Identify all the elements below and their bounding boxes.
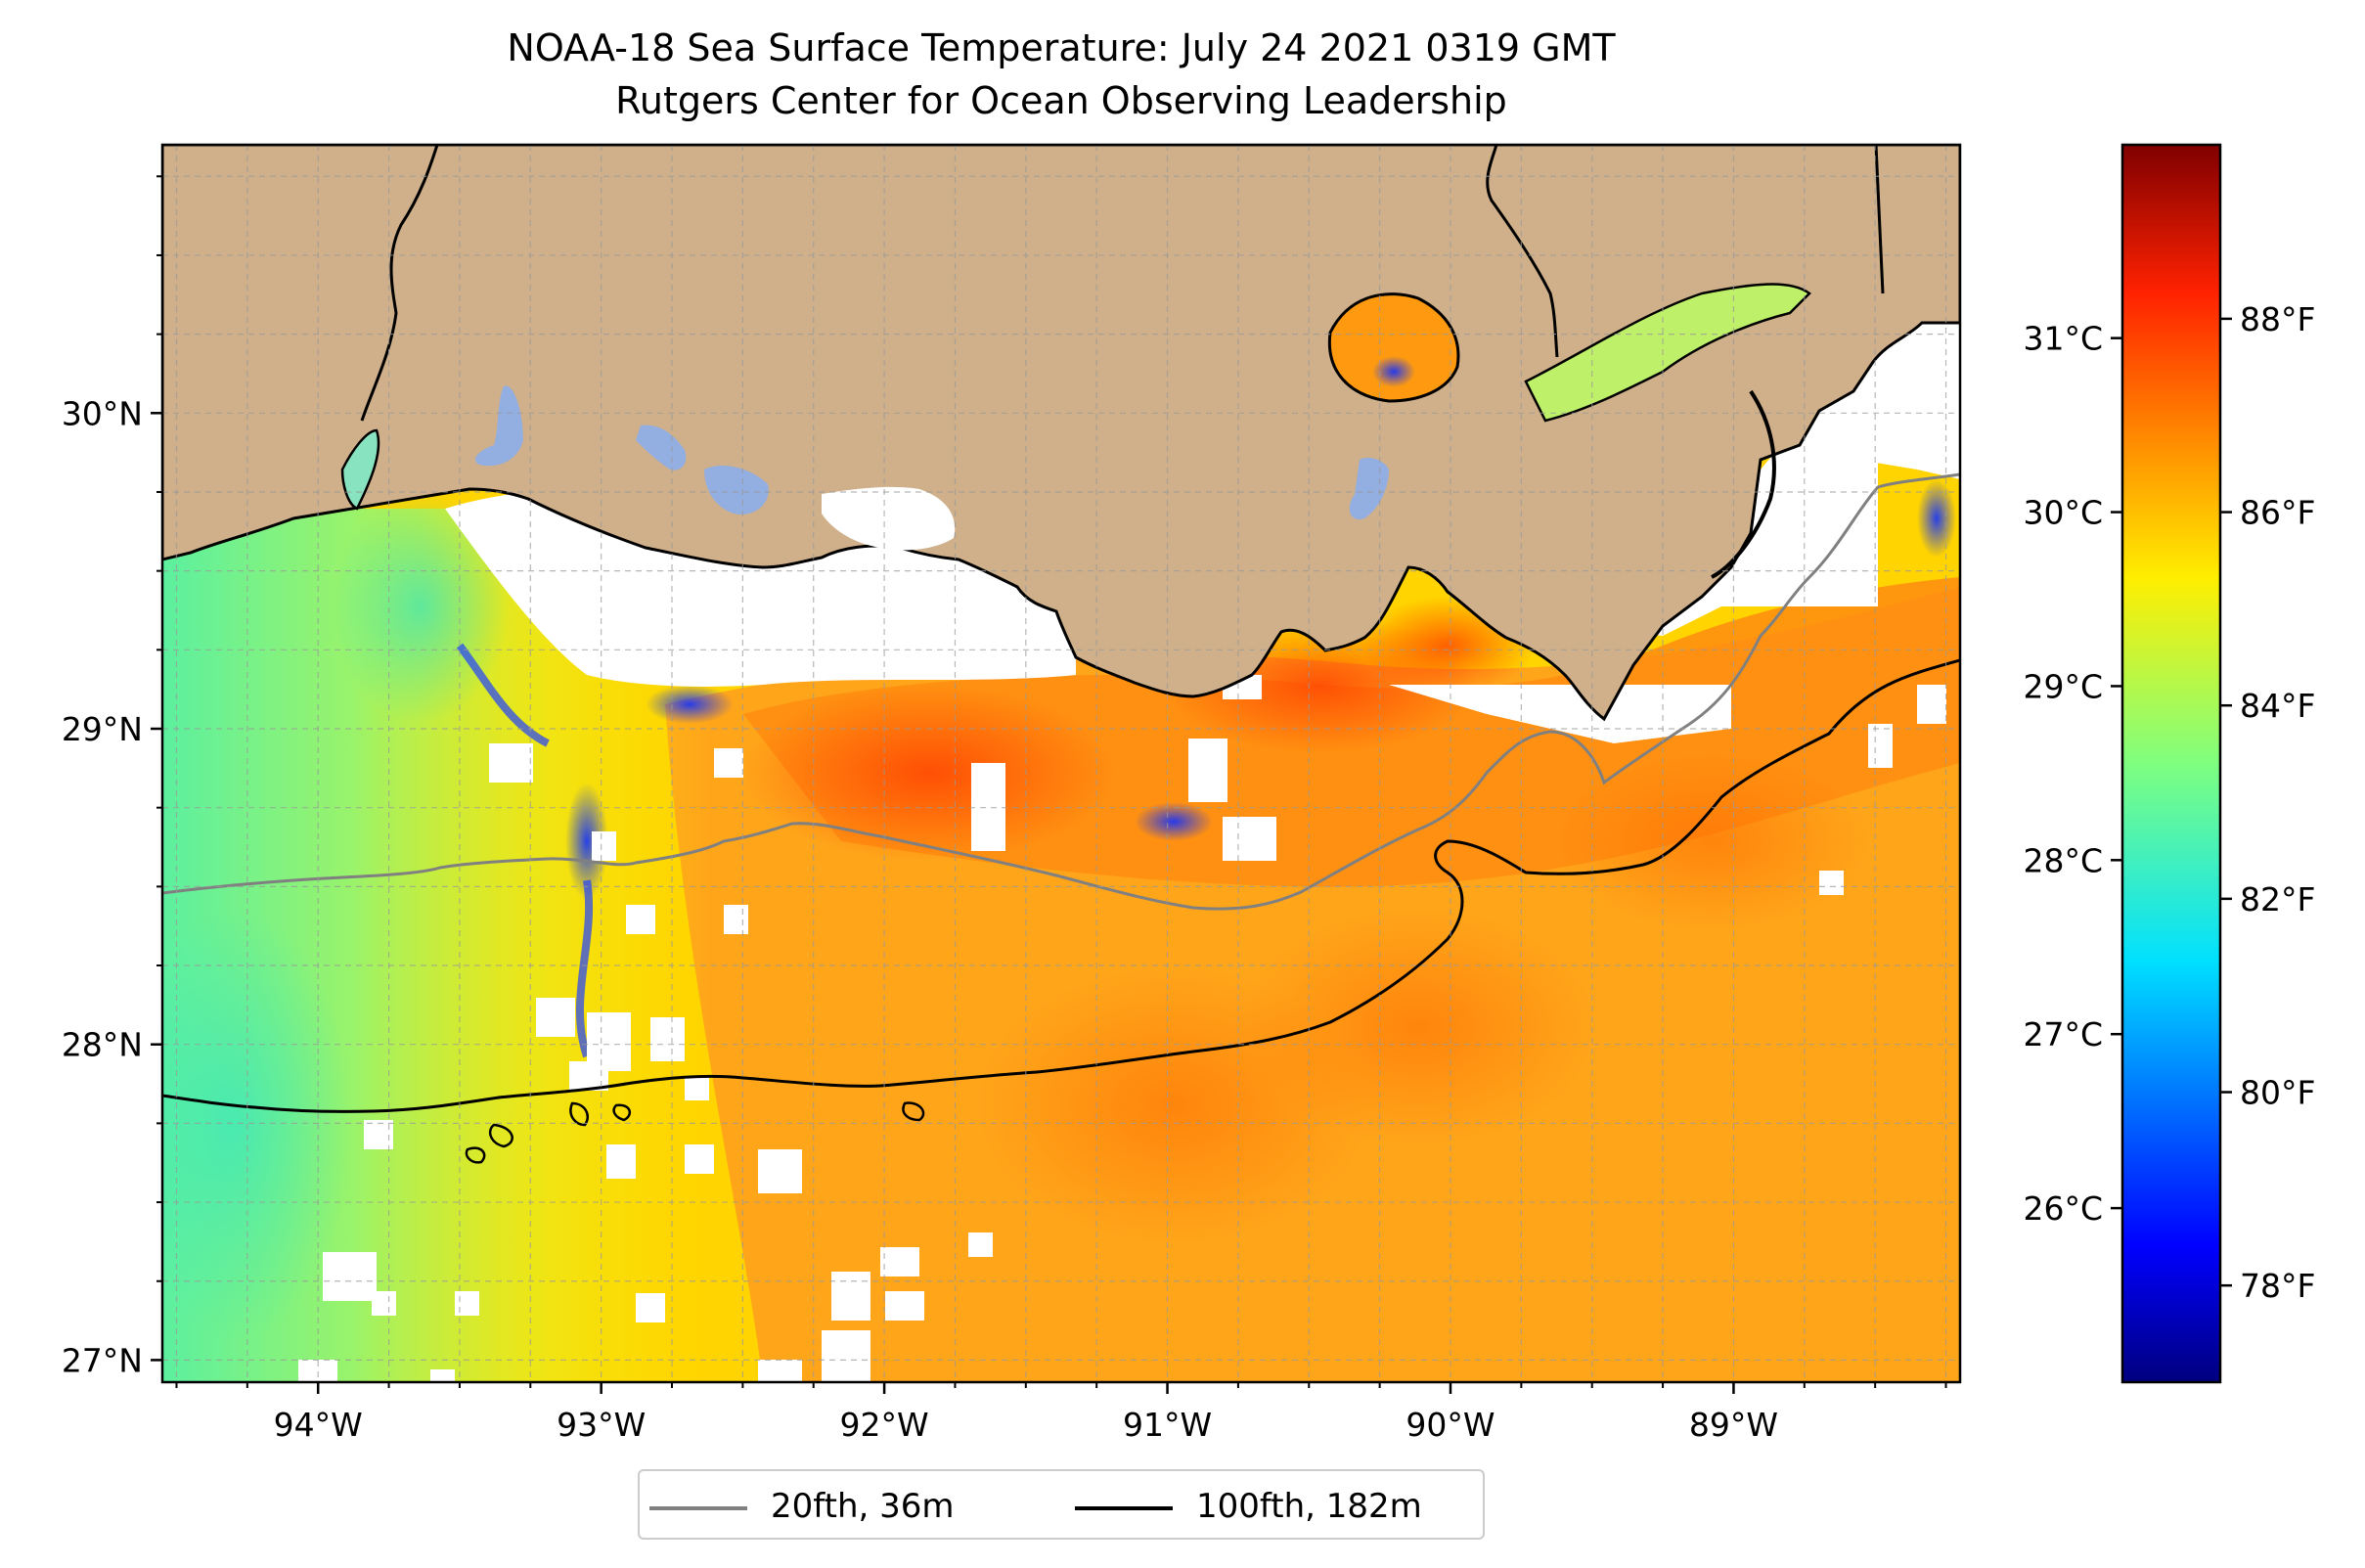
map-subtitle: Rutgers Center for Ocean Observing Leade… [615,79,1507,122]
colorbar-f-label: 86°F [2240,494,2315,532]
lat-tick-label: 27°N [62,1341,143,1379]
lon-tick-label: 94°W [274,1406,363,1444]
cloud-patch [592,831,616,861]
cloud-patch [1917,685,1946,724]
hot-spot [743,685,1115,861]
lat-tick-label: 29°N [62,710,143,748]
map-title: NOAA-18 Sea Surface Temperature: July 24… [507,26,1616,69]
cloud-patch [1188,739,1227,802]
cloud-patch [430,1369,455,1382]
cloud-patch [714,748,743,778]
colorbar-c-label: 29°C [2023,667,2103,705]
colorbar-celsius-ticks: 26°C 27°C 28°C 29°C 30°C 31°C [2023,320,2122,1228]
cloud-patch [685,1144,714,1174]
cold-spot [1135,802,1213,841]
cloud-patch [685,1076,709,1100]
colorbar-c-label: 28°C [2023,841,2103,879]
colorbar-f-label: 80°F [2240,1074,2315,1112]
lake [1349,458,1389,519]
cloud-patch [831,1272,870,1321]
colorbar-f-label: 82°F [2240,880,2315,918]
state-boundary [1874,145,1885,294]
map-area [162,145,1960,1382]
lon-tick-label: 92°W [840,1406,929,1444]
longitude-axis: 94°W 93°W 92°W 91°W 90°W 89°W [175,1382,1947,1444]
map-frame [160,143,1962,1384]
legend: 20fth, 36m 100fth, 182m [638,1469,1485,1540]
legend-line-black [1075,1506,1173,1510]
colorbar-f-label: 78°F [2240,1267,2315,1305]
cloud-patch [636,1293,665,1322]
cloud-patch [372,1291,396,1316]
latitude-axis: 27°N 28°N 29°N 30°N [62,175,162,1379]
cloud-patch [298,1360,337,1382]
cloud-patch [606,1144,636,1179]
colorbar [2120,143,2222,1384]
lake-pontchartrain-sst [1327,292,1460,403]
land-mass [162,145,1960,722]
cloud-patch [626,905,655,934]
lake [474,385,523,467]
colorbar-f-label: 88°F [2240,300,2315,338]
lon-tick-label: 93°W [557,1406,646,1444]
cloud-patch [489,743,533,783]
legend-label: 100fth, 182m [1196,1487,1422,1526]
colorbar-c-label: 31°C [2023,320,2103,358]
lon-tick-label: 90°W [1406,1406,1495,1444]
cloud-mask [1389,685,1731,743]
chandeleur-islands [1711,389,1776,579]
cold-spot [646,685,734,724]
lon-tick-label: 91°W [1123,1406,1212,1444]
cloud-patch [650,1017,685,1061]
sabine-inlet [340,428,380,511]
cloud-patch [885,1291,924,1321]
cloud-patch [1223,817,1276,861]
cloud-patch [1868,724,1893,768]
cloud-patch [758,1149,802,1193]
cloud-patch [971,763,1005,851]
lat-tick-label: 30°N [62,394,143,432]
bank-contour [465,1101,925,1164]
colorbar-c-label: 30°C [2023,494,2103,532]
legend-label: 20fth, 36m [771,1487,955,1526]
cold-spot [565,783,608,900]
cloud-patch [455,1291,479,1316]
warm-spot [1555,753,1868,929]
state-boundary [360,145,439,422]
contour-100fth [162,658,1960,1113]
cold-spot [1917,479,1956,558]
cloud-patch [1819,871,1844,895]
cloud-patch [323,1252,377,1301]
cool-spot [162,910,352,1340]
cloud-patch [569,1061,608,1091]
lat-tick-label: 28°N [62,1026,143,1064]
colorbar-c-label: 27°C [2023,1015,2103,1053]
cloud-patch [536,998,575,1037]
lon-tick-label: 89°W [1689,1406,1778,1444]
sst-map-figure: 94°W 93°W 92°W 91°W 90°W 89°W 27°N 28°N 29°N 30°… [62,143,2315,1444]
colorbar-c-label: 26°C [2023,1189,2103,1228]
contour-20fth [162,472,1960,911]
cold-streak [456,643,594,1058]
colorbar-f-label: 84°F [2240,687,2315,725]
cloud-patch [724,905,748,934]
legend-line-gray [649,1506,747,1510]
lake [636,425,687,470]
cloud-patch [758,1360,802,1382]
warm-spot [1242,910,1594,1144]
cool-spot [333,489,509,724]
coastal-cloud [822,486,956,551]
colorbar-fahrenheit-ticks: 78°F 80°F 82°F 84°F 86°F 88°F [2220,300,2315,1305]
gridlines [162,145,1960,1382]
cold-spot [1372,356,1415,387]
cloud-patch [880,1247,919,1277]
cloud-patch [822,1330,870,1382]
sound-sst-strip [1524,283,1811,423]
cloud-patch [968,1232,993,1257]
lake [704,465,769,515]
